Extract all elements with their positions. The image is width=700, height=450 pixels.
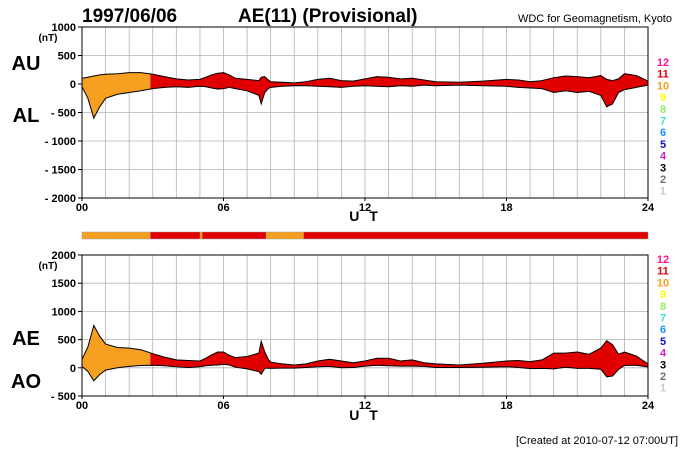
station-bar-frame (81, 231, 649, 240)
ao-label: AO (11, 371, 41, 393)
ae-ao-y-tick-label: 1000 (52, 306, 76, 318)
au-al-x-tick-label: 06 (217, 202, 229, 214)
level-legend-label: 10 (657, 277, 669, 289)
ae-ao-lines (81, 324, 649, 382)
ae-ao-series-ae-line (81, 324, 649, 366)
au-al-y-tick-label: - 1500 (45, 165, 76, 177)
station-bar-segment-level-10 (265, 232, 304, 239)
created-timestamp: [Created at 2010-07-12 07:00UT] (516, 435, 678, 447)
au-al-lines (81, 72, 649, 120)
au-al-x-tick-label: 18 (500, 202, 512, 214)
ae-ao-x-ticks: 00 06 12 18 24 (76, 396, 655, 412)
au-al-series-au-line (81, 72, 649, 84)
level-legend-label: 10 (657, 80, 669, 92)
ae-ao-panel: 2000 1500 1000 500 0 - 500 00 06 12 18 24 (nT) AE… (11, 250, 655, 423)
level-legend-label: 9 (660, 92, 666, 104)
level-legend-label: 6 (660, 324, 666, 336)
ae-ao-y-ticks: 2000 1500 1000 500 0 - 500 (51, 250, 82, 403)
ae-ao-series-ao-line (81, 363, 649, 382)
level-legend-label: 2 (660, 371, 666, 383)
level-legend-label: 11 (657, 266, 669, 278)
level-legend-label: 3 (660, 162, 666, 174)
ae-ao-area-segment-level-11 (150, 340, 648, 377)
ae-ao-xlabel: U T (349, 407, 381, 423)
level-legend-label: 1 (660, 383, 666, 395)
au-al-panel: 1000 500 0 - 500 - 1000 - 1500 - 2000 00 06 12 18… (12, 22, 655, 224)
level-legend-label: 11 (657, 69, 669, 81)
ae-ao-x-tick-label: 24 (642, 400, 655, 412)
source-label: WDC for Geomagnetism, Kyoto (518, 13, 672, 25)
level-legend-label: 4 (660, 348, 667, 360)
level-legend-label: 8 (660, 301, 666, 313)
au-al-series-al-line (81, 84, 649, 120)
date-label: 1997/06/06 (82, 6, 177, 27)
au-al-unit: (nT) (39, 33, 58, 44)
level-legend-label: 12 (657, 57, 669, 69)
au-al-x-tick-label: 12 (359, 202, 371, 214)
au-al-y-tick-label: 0 (70, 79, 76, 91)
au-al-y-tick-label: - 500 (51, 108, 76, 120)
ae-ao-y-tick-label: 500 (58, 335, 76, 347)
au-al-area-segment-level-11 (150, 72, 648, 107)
au-al-y-tick-label: 1000 (52, 22, 76, 34)
station-level-bar (81, 231, 649, 240)
ae-ao-grid (82, 255, 648, 396)
ae-ao-y-tick-label: 1500 (52, 278, 76, 290)
level-legend-label: 7 (660, 116, 666, 128)
ae-ao-x-tick-label: 12 (359, 400, 371, 412)
ae-ao-x-tick-label: 18 (500, 400, 512, 412)
au-al-xlabel: U T (349, 208, 381, 224)
level-legend-label: 9 (660, 289, 666, 301)
station-bar-segment-level-10 (82, 232, 151, 239)
ae-ao-unit: (nT) (39, 261, 58, 272)
al-label: AL (13, 105, 40, 127)
au-al-grid (82, 27, 648, 198)
ae-ao-x-tick-label: 00 (76, 400, 88, 412)
chart-title: AE(11) (Provisional) (238, 6, 418, 27)
level-legend-label: 6 (660, 127, 666, 139)
level-legend-label: 1 (660, 186, 666, 198)
au-al-x-ticks: 00 06 12 18 24 (76, 198, 655, 214)
au-al-y-tick-label: - 2000 (45, 193, 76, 205)
level-legend-label: 5 (660, 336, 666, 348)
ae-ao-area-segment-level-10 (82, 325, 151, 381)
ae-ao-x-tick-label: 06 (217, 400, 229, 412)
au-al-x-tick-label: 00 (76, 202, 88, 214)
level-legend-label: 7 (660, 313, 666, 325)
au-al-y-tick-label: - 1000 (45, 136, 76, 148)
au-al-area-segment-level-10 (82, 72, 151, 119)
au-al-y-tick-label: 500 (58, 51, 76, 63)
level-legend-label: 12 (657, 254, 669, 266)
level-legend-label: 3 (660, 359, 666, 371)
station-bar-segment-level-11 (303, 232, 648, 239)
au-al-x-tick-label: 24 (642, 202, 655, 214)
ae-ao-y-tick-label: 0 (70, 363, 76, 375)
ae-ao-y-tick-label: 2000 (52, 250, 76, 262)
level-legend-label: 2 (660, 174, 666, 186)
ae-label: AE (12, 328, 40, 350)
station-bar-segment-level-10 (199, 232, 203, 239)
station-bar-segment-level-11 (202, 232, 266, 239)
level-legend-label: 8 (660, 104, 666, 116)
level-legend-label: 5 (660, 139, 666, 151)
au-label: AU (12, 53, 41, 75)
station-bar-segment-level-11 (150, 232, 200, 239)
level-legend-label: 4 (660, 151, 667, 163)
au-al-y-ticks: 1000 500 0 - 500 - 1000 - 1500 - 2000 (45, 22, 82, 205)
ae-ao-y-tick-label: - 500 (51, 391, 76, 403)
